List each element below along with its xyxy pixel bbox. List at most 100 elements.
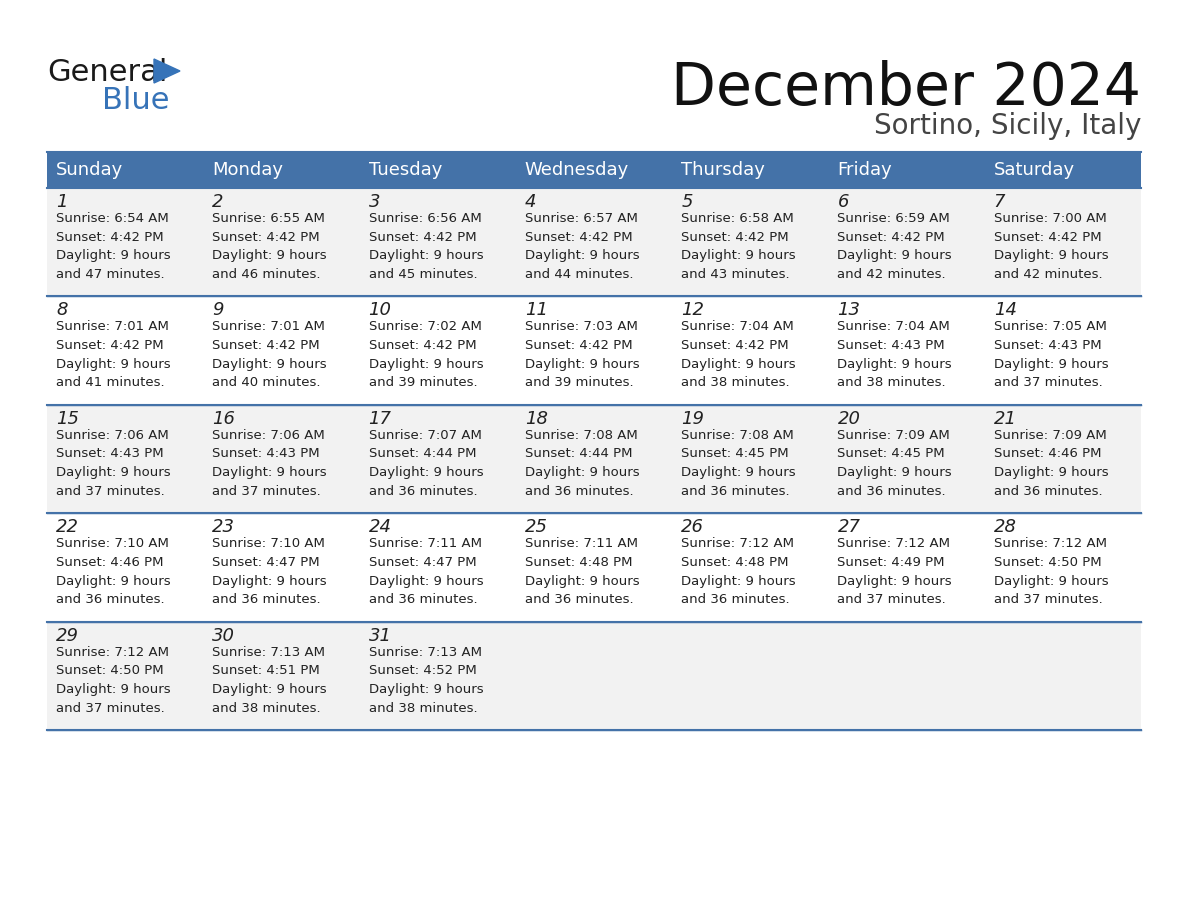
Text: Sunrise: 7:00 AM: Sunrise: 7:00 AM [993,212,1106,225]
Text: Sunrise: 7:05 AM: Sunrise: 7:05 AM [993,320,1106,333]
Text: 31: 31 [368,627,392,644]
Text: Sunrise: 7:04 AM: Sunrise: 7:04 AM [838,320,950,333]
Text: Daylight: 9 hours: Daylight: 9 hours [993,250,1108,263]
Text: Sunset: 4:42 PM: Sunset: 4:42 PM [681,339,789,353]
Text: 21: 21 [993,409,1017,428]
Text: Saturday: Saturday [993,161,1075,179]
Text: Sunrise: 6:59 AM: Sunrise: 6:59 AM [838,212,950,225]
Text: Blue: Blue [102,86,170,115]
Text: Sunrise: 7:01 AM: Sunrise: 7:01 AM [213,320,326,333]
Text: 12: 12 [681,301,704,319]
Text: Daylight: 9 hours: Daylight: 9 hours [368,683,484,696]
Text: December 2024: December 2024 [671,60,1140,117]
Text: and 36 minutes.: and 36 minutes. [368,485,478,498]
Text: Sunrise: 6:54 AM: Sunrise: 6:54 AM [56,212,169,225]
Text: Sunset: 4:46 PM: Sunset: 4:46 PM [993,447,1101,461]
Text: Sunset: 4:42 PM: Sunset: 4:42 PM [56,339,164,353]
Text: Daylight: 9 hours: Daylight: 9 hours [681,250,796,263]
Text: and 44 minutes.: and 44 minutes. [525,268,633,281]
Text: Sunset: 4:42 PM: Sunset: 4:42 PM [838,230,944,243]
Text: 20: 20 [838,409,860,428]
Text: Sunset: 4:42 PM: Sunset: 4:42 PM [681,230,789,243]
Text: Daylight: 9 hours: Daylight: 9 hours [681,575,796,588]
Text: Sunset: 4:42 PM: Sunset: 4:42 PM [368,230,476,243]
Text: Daylight: 9 hours: Daylight: 9 hours [681,466,796,479]
Text: and 42 minutes.: and 42 minutes. [993,268,1102,281]
Text: Daylight: 9 hours: Daylight: 9 hours [681,358,796,371]
Bar [985,152,1140,188]
Text: Sunrise: 7:13 AM: Sunrise: 7:13 AM [368,645,481,658]
Text: and 37 minutes.: and 37 minutes. [838,593,946,606]
Bar [48,152,203,188]
Text: Sunrise: 7:02 AM: Sunrise: 7:02 AM [368,320,481,333]
Text: and 39 minutes.: and 39 minutes. [525,376,633,389]
Text: 26: 26 [681,518,704,536]
Text: Daylight: 9 hours: Daylight: 9 hours [993,575,1108,588]
Text: Daylight: 9 hours: Daylight: 9 hours [213,358,327,371]
Text: and 41 minutes.: and 41 minutes. [56,376,165,389]
Text: and 36 minutes.: and 36 minutes. [993,485,1102,498]
Text: and 39 minutes.: and 39 minutes. [368,376,478,389]
Text: Daylight: 9 hours: Daylight: 9 hours [993,466,1108,479]
Bar [203,152,360,188]
Text: 4: 4 [525,193,536,211]
Text: Sunrise: 7:06 AM: Sunrise: 7:06 AM [213,429,326,442]
Text: Sunrise: 7:12 AM: Sunrise: 7:12 AM [838,537,950,550]
Text: 23: 23 [213,518,235,536]
Text: Daylight: 9 hours: Daylight: 9 hours [838,575,952,588]
Text: Sunrise: 7:11 AM: Sunrise: 7:11 AM [368,537,481,550]
Text: Daylight: 9 hours: Daylight: 9 hours [213,683,327,696]
Text: Daylight: 9 hours: Daylight: 9 hours [525,358,639,371]
Text: and 38 minutes.: and 38 minutes. [681,376,790,389]
Text: Sunrise: 7:06 AM: Sunrise: 7:06 AM [56,429,169,442]
Bar [672,152,828,188]
Text: Sunset: 4:51 PM: Sunset: 4:51 PM [213,665,320,677]
Text: Sunset: 4:44 PM: Sunset: 4:44 PM [368,447,476,461]
Text: Daylight: 9 hours: Daylight: 9 hours [838,250,952,263]
Text: Daylight: 9 hours: Daylight: 9 hours [993,358,1108,371]
Bar [48,513,1140,621]
Text: and 37 minutes.: and 37 minutes. [56,485,165,498]
Text: 1: 1 [56,193,68,211]
Text: Sunday: Sunday [56,161,124,179]
Text: Sunrise: 7:08 AM: Sunrise: 7:08 AM [681,429,794,442]
Text: Daylight: 9 hours: Daylight: 9 hours [368,250,484,263]
Text: and 43 minutes.: and 43 minutes. [681,268,790,281]
Text: Daylight: 9 hours: Daylight: 9 hours [213,575,327,588]
Text: Sunset: 4:42 PM: Sunset: 4:42 PM [368,339,476,353]
Text: Daylight: 9 hours: Daylight: 9 hours [525,466,639,479]
Text: Sunrise: 7:04 AM: Sunrise: 7:04 AM [681,320,794,333]
Text: and 38 minutes.: and 38 minutes. [213,701,321,714]
Text: Sunset: 4:45 PM: Sunset: 4:45 PM [838,447,944,461]
Text: and 40 minutes.: and 40 minutes. [213,376,321,389]
Text: and 36 minutes.: and 36 minutes. [213,593,321,606]
Text: 10: 10 [368,301,392,319]
Text: 2: 2 [213,193,223,211]
Bar [48,405,1140,513]
Text: Daylight: 9 hours: Daylight: 9 hours [838,358,952,371]
Text: Daylight: 9 hours: Daylight: 9 hours [525,250,639,263]
Text: Sunrise: 7:10 AM: Sunrise: 7:10 AM [213,537,326,550]
Text: Sunset: 4:43 PM: Sunset: 4:43 PM [838,339,944,353]
Text: Daylight: 9 hours: Daylight: 9 hours [56,358,171,371]
Text: Sunset: 4:46 PM: Sunset: 4:46 PM [56,556,164,569]
Text: Sunset: 4:42 PM: Sunset: 4:42 PM [56,230,164,243]
Text: Sunrise: 7:03 AM: Sunrise: 7:03 AM [525,320,638,333]
Text: Sunset: 4:49 PM: Sunset: 4:49 PM [838,556,944,569]
Text: Sunrise: 7:01 AM: Sunrise: 7:01 AM [56,320,169,333]
Text: Daylight: 9 hours: Daylight: 9 hours [525,575,639,588]
Text: Sunrise: 6:56 AM: Sunrise: 6:56 AM [368,212,481,225]
Text: Daylight: 9 hours: Daylight: 9 hours [56,575,171,588]
Text: 25: 25 [525,518,548,536]
Text: and 36 minutes.: and 36 minutes. [681,485,790,498]
Text: Daylight: 9 hours: Daylight: 9 hours [368,466,484,479]
Text: 29: 29 [56,627,78,644]
Text: Sunrise: 7:07 AM: Sunrise: 7:07 AM [368,429,481,442]
Text: 16: 16 [213,409,235,428]
Text: 17: 17 [368,409,392,428]
Text: 18: 18 [525,409,548,428]
Text: 7: 7 [993,193,1005,211]
Text: and 36 minutes.: and 36 minutes. [368,593,478,606]
Text: and 36 minutes.: and 36 minutes. [525,485,633,498]
Text: Daylight: 9 hours: Daylight: 9 hours [838,466,952,479]
